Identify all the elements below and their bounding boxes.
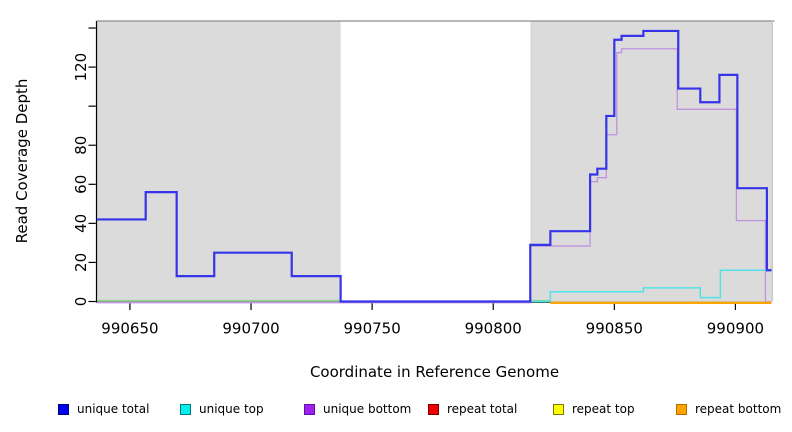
y-tick-label: 60 <box>72 175 90 194</box>
shaded-region <box>97 21 341 302</box>
legend-label: repeat total <box>447 402 518 416</box>
x-tick-label: 990850 <box>586 320 643 338</box>
shaded-region <box>530 21 772 302</box>
x-tick-label: 990700 <box>222 320 279 338</box>
x-axis-title: Coordinate in Reference Genome <box>309 363 560 381</box>
legend-label: unique bottom <box>323 402 412 416</box>
legend-item-repeat-bottom: repeat bottom <box>676 401 781 417</box>
y-tick-label: 0 <box>72 297 90 307</box>
y-tick-label: 120 <box>72 53 90 82</box>
legend-label: repeat top <box>572 402 635 416</box>
unique-bottom-swatch <box>304 403 315 415</box>
x-tick-label: 990800 <box>465 320 522 338</box>
unique-top-swatch <box>180 403 191 415</box>
legend-item-unique-top: unique top <box>180 401 264 417</box>
repeat-total-swatch <box>428 403 439 415</box>
legend-item-unique-bottom: unique bottom <box>304 401 411 417</box>
legend-label: unique top <box>199 402 264 416</box>
legend-label: repeat bottom <box>695 402 782 416</box>
series-unique-bottom <box>97 48 772 304</box>
legend-label: unique total <box>77 402 150 416</box>
y-tick-label: 80 <box>72 136 90 155</box>
x-tick-label: 990650 <box>101 320 158 338</box>
y-tick-label: 40 <box>72 214 90 233</box>
series-unique-top <box>530 269 772 303</box>
repeat-top-swatch <box>553 403 564 415</box>
x-tick-label: 990750 <box>343 320 400 338</box>
legend-item-repeat-total: repeat total <box>428 401 517 417</box>
y-tick-label: 20 <box>72 253 90 272</box>
legend-item-repeat-top: repeat top <box>553 401 635 417</box>
repeat-bottom-swatch <box>676 403 687 415</box>
chart-legend: unique total unique top unique bottom re… <box>0 401 792 421</box>
series-unique-total <box>97 29 772 303</box>
x-tick-label: 990900 <box>707 320 764 338</box>
unique-total-swatch <box>58 403 69 415</box>
legend-item-unique-total: unique total <box>58 401 149 417</box>
